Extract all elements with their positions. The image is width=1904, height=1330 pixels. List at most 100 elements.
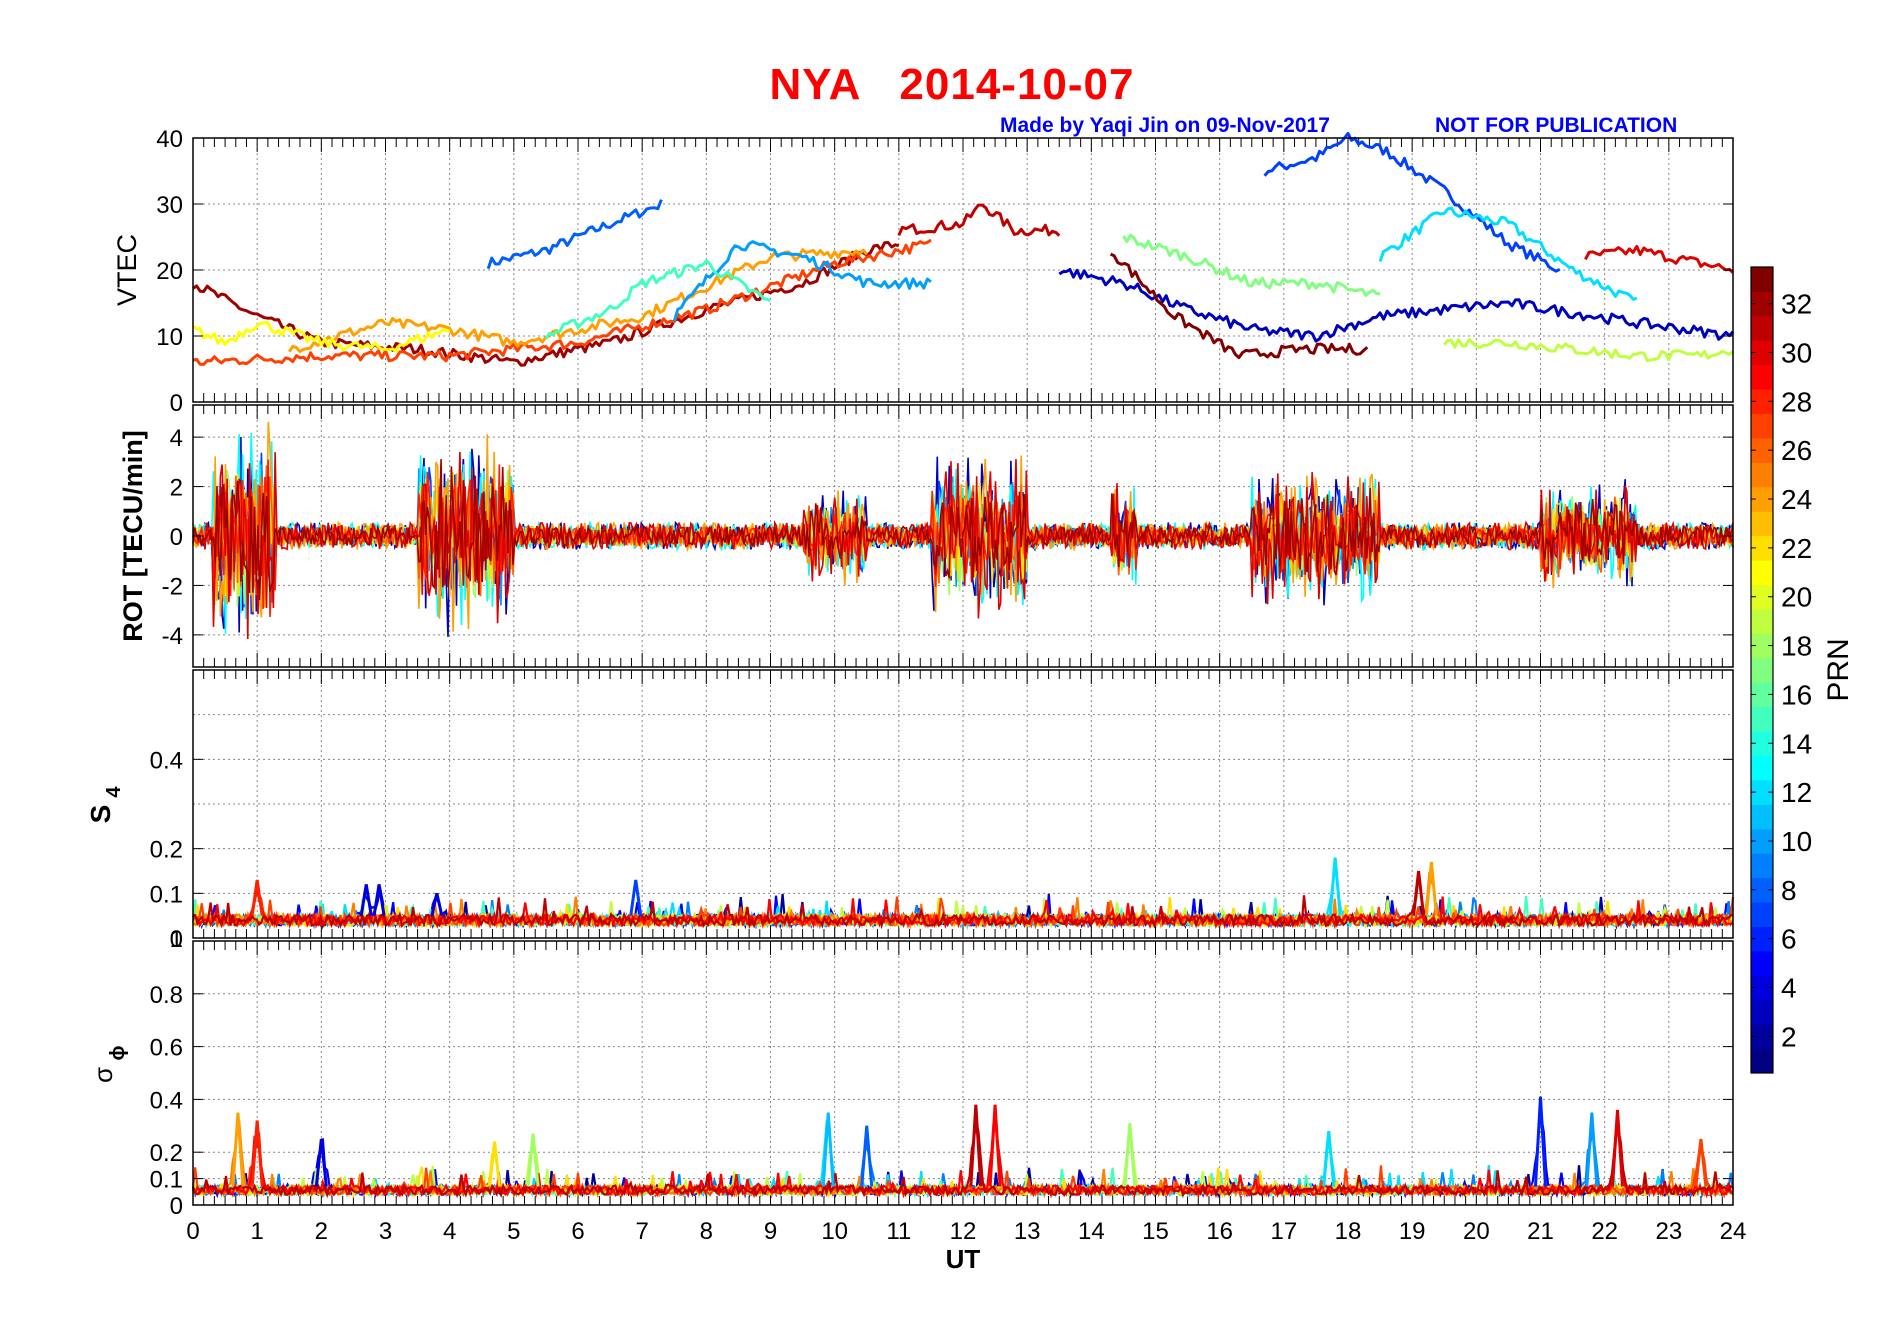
peak-mark [1412,870,1426,916]
y-tick-label: 0.6 [150,1035,183,1062]
colorbar-segment [1751,828,1773,854]
colorbar-segment [1751,902,1773,927]
colorbar-segment [1751,804,1773,830]
y-axis-labels: 00.10.2 0.4 0.6 0.8 [150,982,1733,1220]
colorbar-tick-label: 20 [1781,582,1812,613]
colorbar-tick-label: 8 [1781,875,1797,906]
colorbar-segment [1751,462,1773,488]
y-tick-label: -2 [162,573,183,600]
colorbar-tick-label: 16 [1781,679,1812,710]
y-tick-label: 0 [170,524,183,551]
colorbar-tick-label: 4 [1781,973,1797,1004]
colorbar-segment [1751,486,1773,512]
y-tick-label: 30 [156,192,183,219]
x-tick-label: 10 [821,1218,848,1245]
colorbar-segment [1751,633,1773,659]
vtec-series-line [486,199,663,270]
x-tick-label: 15 [1142,1218,1169,1245]
grid-vertical [256,941,1670,1205]
colorbar-segment [1751,926,1773,952]
y-axis-title-subscript: ϕ [107,1046,129,1061]
y-axis-title: VTEC [112,234,142,306]
y-axis-labels: 0 10 20 30 40 [156,126,1733,417]
rot-trace [192,459,1734,601]
x-tick-label: 3 [379,1218,392,1245]
grid-horizontal [193,203,1733,337]
y-tick-label: 0.2 [150,1140,183,1167]
peak-mark [1585,1112,1599,1187]
peak-mark [988,1104,1002,1187]
y-tick-label: 0.8 [150,982,183,1009]
x-tick-label: 18 [1335,1218,1362,1245]
x-tick-label: 1 [250,1218,263,1245]
x-tick-label: 23 [1655,1218,1682,1245]
y-tick-label: 0.1 [150,881,183,908]
vtec-series-line [544,259,772,340]
y-axis-title-subscript: 4 [103,786,125,798]
colorbar-segment [1751,755,1773,781]
x-tick-label: 7 [635,1218,648,1245]
peak-mark [372,884,386,916]
x-tick-label: 20 [1463,1218,1490,1245]
colorbar-segment [1751,975,1773,1001]
colorbar-tick-label: 28 [1781,386,1812,417]
x-tick-label: 14 [1078,1218,1105,1245]
panel-rot: -4 -2 0 2 4 ROT [TECU/min] [118,404,1734,668]
minor-ticks [192,138,1734,402]
credit-not-for-publication: NOT FOR PUBLICATION [1435,114,1678,137]
peak-mark [860,1125,874,1187]
vtec-series-line [1263,131,1561,273]
peak-mark [526,1133,540,1187]
panel-s4: 0 0.1 0.2 0.4 1 S 4 [85,669,1735,953]
minor-ticks [192,941,1734,1205]
colorbar-segment [1751,731,1773,756]
vtec-series-line [897,203,1061,237]
y-tick-label: 40 [156,126,183,153]
colorbar-segment [1751,291,1773,317]
sigma_phi-trace [191,1122,1734,1199]
x-axis-title: UT [946,1244,981,1274]
x-tick-label: 2 [315,1218,328,1245]
grid-horizontal [193,714,1733,894]
x-tick-label: 8 [700,1218,713,1245]
colorbar-segment [1751,779,1773,805]
peak-mark [250,879,264,916]
vtec-series-line [288,248,868,353]
colorbar-segments [1751,267,1773,1074]
y-axis-title: ROT [TECU/min] [118,430,148,641]
colorbar-segment [1751,853,1773,879]
y-axis-title: σ [88,1067,118,1083]
panel-frame [192,669,1734,939]
x-tick-label: 22 [1591,1218,1618,1245]
colorbar-segment [1751,267,1773,292]
colorbar-tick-label: 30 [1781,337,1812,368]
peak-mark [250,1120,264,1187]
x-tick-label: 4 [443,1218,456,1245]
y-tick-label: 0 [170,390,183,417]
x-tick-label: 5 [507,1218,520,1245]
colorbar-segment [1751,608,1773,634]
s4-trace [192,876,1733,930]
colorbar-label: PRN [1822,638,1855,701]
peak-mark [629,879,643,916]
x-axis-labels: 0 1 2 3 4 5 6 7 8 9 10 11 12 13 14 15 16 17 18 19 20 21 22 23 24 [186,1218,1746,1245]
colorbar-tick-label: 12 [1781,777,1812,808]
vtec-series-line [1378,206,1638,301]
colorbar-tick-label: 32 [1781,289,1812,320]
x-tick-label: 19 [1399,1218,1426,1245]
peak-mark [1424,861,1438,916]
peak-mark [231,1112,245,1187]
peak-mark [1534,1096,1547,1187]
y-tick-label: 0 [170,1193,183,1220]
colorbar-tick-label: 10 [1781,826,1812,857]
peak-mark [969,1104,983,1187]
vtec-series-line [1122,233,1381,297]
panel-vtec: 0 10 20 30 40 VTEC [112,126,1735,417]
rot-traces [192,421,1734,640]
s4-peaks [250,857,1438,916]
panel-frame [192,940,1734,1206]
vtec-series-line [192,238,932,366]
vtec-series-line [1443,337,1734,363]
